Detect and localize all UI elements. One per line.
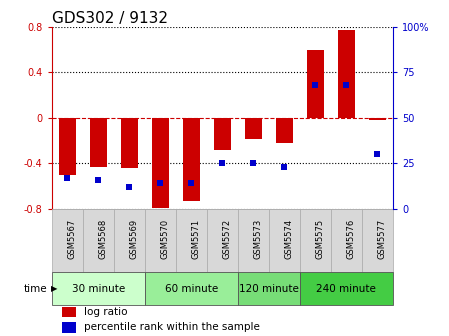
Text: GSM5571: GSM5571 — [191, 219, 200, 259]
Point — [312, 82, 319, 88]
Bar — [183, 118, 200, 201]
Bar — [152, 118, 169, 208]
Point — [95, 177, 102, 182]
Bar — [114, 209, 145, 272]
Text: GSM5574: GSM5574 — [284, 219, 293, 259]
Text: GSM5573: GSM5573 — [253, 219, 262, 259]
Bar — [207, 209, 238, 272]
Bar — [52, 209, 83, 272]
Text: GSM5572: GSM5572 — [222, 219, 231, 259]
Bar — [145, 272, 238, 305]
Text: log ratio: log ratio — [84, 307, 128, 317]
Text: 240 minute: 240 minute — [317, 284, 376, 294]
Bar — [331, 209, 362, 272]
Bar — [214, 118, 231, 150]
Bar — [121, 118, 138, 168]
Bar — [300, 209, 331, 272]
Text: GSM5576: GSM5576 — [346, 219, 355, 259]
Bar — [238, 272, 300, 305]
Text: ▶: ▶ — [51, 284, 57, 293]
Bar — [145, 209, 176, 272]
Point — [374, 152, 381, 157]
Bar — [52, 272, 145, 305]
Point — [281, 164, 288, 170]
Text: GSM5568: GSM5568 — [98, 219, 107, 259]
Bar — [176, 209, 207, 272]
Bar — [62, 307, 75, 318]
Bar — [238, 209, 269, 272]
Text: 60 minute: 60 minute — [165, 284, 218, 294]
Text: GDS302 / 9132: GDS302 / 9132 — [52, 11, 167, 26]
Bar — [307, 50, 324, 118]
Text: time: time — [23, 284, 47, 294]
Bar — [269, 209, 300, 272]
Bar — [90, 118, 107, 167]
Point — [250, 161, 257, 166]
Bar — [276, 118, 293, 143]
Text: 120 minute: 120 minute — [239, 284, 299, 294]
Point — [343, 82, 350, 88]
Bar — [62, 322, 75, 333]
Bar — [59, 118, 76, 175]
Point — [219, 161, 226, 166]
Bar — [369, 118, 386, 120]
Text: GSM5575: GSM5575 — [315, 219, 324, 259]
Text: GSM5577: GSM5577 — [377, 219, 386, 259]
Text: GSM5570: GSM5570 — [160, 219, 169, 259]
Text: 30 minute: 30 minute — [71, 284, 125, 294]
Bar — [362, 209, 393, 272]
Point — [64, 175, 71, 180]
Bar — [83, 209, 114, 272]
Bar — [300, 272, 393, 305]
Text: GSM5567: GSM5567 — [67, 219, 76, 259]
Point — [157, 181, 164, 186]
Point — [188, 181, 195, 186]
Text: GSM5569: GSM5569 — [129, 219, 138, 259]
Text: percentile rank within the sample: percentile rank within the sample — [84, 322, 260, 332]
Point — [126, 184, 133, 190]
Bar — [338, 30, 355, 118]
Bar — [245, 118, 262, 139]
